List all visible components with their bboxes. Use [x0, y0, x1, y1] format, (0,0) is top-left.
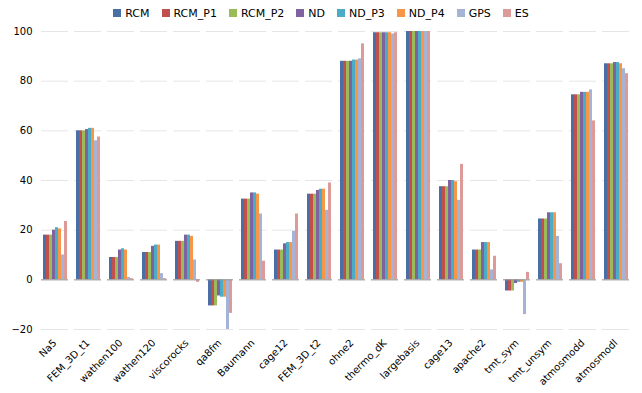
svg-text:ohne2: ohne2 — [326, 337, 356, 367]
html-text:ND: ND — [308, 6, 325, 20]
svg-text:viscorocks: viscorocks — [146, 337, 191, 382]
svg-text:thermo_dK: thermo_dK — [342, 337, 389, 384]
html-text:RCM: RCM — [125, 6, 150, 20]
svg-text:wathen100: wathen100 — [77, 337, 125, 385]
svg-text:−20: −20 — [11, 324, 32, 335]
svg-text:cage13: cage13 — [421, 337, 455, 371]
svg-text:tmt_sym: tmt_sym — [482, 337, 521, 376]
html-text:GPS: GPS — [468, 6, 491, 20]
svg-text:80: 80 — [20, 75, 33, 86]
html-text:RCM_P2: RCM_P2 — [240, 6, 285, 20]
svg-text:cage12: cage12 — [256, 337, 290, 371]
svg-text:atmosmodl: atmosmodl — [572, 337, 619, 384]
svg-text:FEM_3D_t1: FEM_3D_t1 — [45, 337, 92, 384]
svg-text:Na5: Na5 — [37, 337, 59, 359]
svg-text:qa8fm: qa8fm — [193, 337, 223, 367]
svg-text:Baumann: Baumann — [215, 337, 257, 379]
svg-text:FEM_3D_t2: FEM_3D_t2 — [276, 337, 323, 384]
svg-text:largebasis: largebasis — [378, 337, 422, 381]
svg-text:60: 60 — [20, 125, 33, 136]
svg-text:wathen120: wathen120 — [110, 337, 158, 385]
svg-text:20: 20 — [20, 224, 33, 235]
svg-text:40: 40 — [20, 175, 33, 186]
svg-text:apache2: apache2 — [450, 337, 488, 375]
svg-text:100: 100 — [13, 26, 32, 37]
html-text:ES: ES — [514, 6, 529, 20]
svg-text:tmt_unsym: tmt_unsym — [506, 337, 554, 385]
svg-text:0: 0 — [26, 274, 32, 285]
svg-text:atmosmodd: atmosmodd — [536, 337, 587, 388]
html-text:RCM_P1: RCM_P1 — [173, 6, 217, 20]
html-text:ND_P3: ND_P3 — [349, 6, 385, 20]
html-text:ND_P4: ND_P4 — [408, 6, 445, 20]
